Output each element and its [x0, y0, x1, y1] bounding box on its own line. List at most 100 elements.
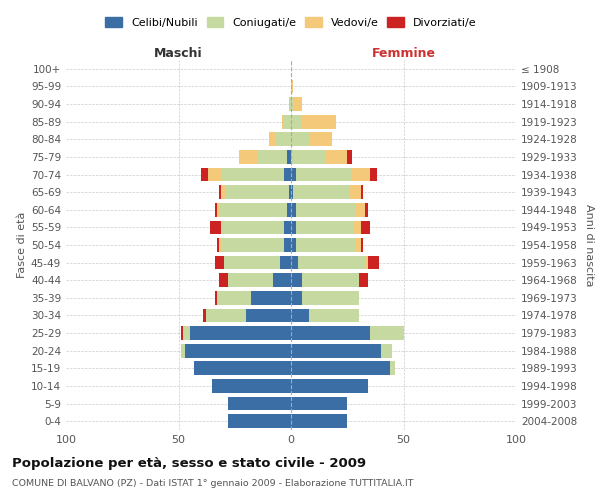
Bar — [302, 274, 359, 287]
Bar — [293, 186, 349, 199]
Bar — [291, 396, 347, 410]
Bar — [370, 326, 404, 340]
Bar — [291, 308, 309, 322]
Bar — [210, 220, 221, 234]
Bar — [296, 220, 354, 234]
Bar — [381, 344, 392, 358]
Bar — [217, 203, 219, 216]
Bar — [365, 203, 367, 216]
Text: Maschi: Maschi — [154, 47, 203, 60]
Bar — [181, 326, 183, 340]
Bar — [291, 150, 325, 164]
Y-axis label: Anni di nascita: Anni di nascita — [584, 204, 594, 286]
Bar — [352, 168, 370, 181]
Bar — [302, 115, 336, 128]
Bar — [291, 115, 302, 128]
Bar — [291, 256, 298, 270]
Bar — [273, 274, 291, 287]
Bar — [291, 326, 370, 340]
Bar — [291, 132, 309, 146]
Bar — [282, 115, 284, 128]
Bar — [221, 186, 226, 199]
Bar — [296, 203, 356, 216]
Bar — [221, 168, 284, 181]
Bar — [347, 150, 352, 164]
Bar — [217, 238, 219, 252]
Bar — [356, 203, 365, 216]
Bar — [361, 186, 363, 199]
Bar — [309, 308, 359, 322]
Bar — [284, 238, 291, 252]
Bar — [203, 308, 205, 322]
Text: Popolazione per età, sesso e stato civile - 2009: Popolazione per età, sesso e stato civil… — [12, 458, 366, 470]
Bar — [228, 396, 291, 410]
Bar — [367, 256, 379, 270]
Bar — [219, 238, 221, 252]
Bar — [361, 220, 370, 234]
Bar — [201, 168, 208, 181]
Bar — [221, 238, 284, 252]
Bar — [359, 274, 367, 287]
Bar — [287, 150, 291, 164]
Bar — [289, 97, 291, 111]
Bar — [291, 168, 296, 181]
Bar — [181, 344, 185, 358]
Bar — [215, 203, 217, 216]
Bar — [291, 186, 293, 199]
Bar — [257, 150, 287, 164]
Y-axis label: Fasce di età: Fasce di età — [17, 212, 27, 278]
Bar — [190, 326, 291, 340]
Bar — [212, 379, 291, 393]
Bar — [365, 256, 367, 270]
Bar — [280, 256, 291, 270]
Bar — [275, 132, 291, 146]
Bar — [228, 414, 291, 428]
Bar — [291, 344, 381, 358]
Bar — [291, 379, 367, 393]
Bar — [361, 238, 363, 252]
Bar — [208, 168, 221, 181]
Bar — [284, 115, 291, 128]
Bar — [298, 256, 365, 270]
Bar — [246, 308, 291, 322]
Bar — [291, 238, 296, 252]
Bar — [221, 220, 284, 234]
Bar — [356, 238, 361, 252]
Bar — [284, 220, 291, 234]
Bar — [239, 150, 257, 164]
Bar — [296, 238, 356, 252]
Bar — [219, 186, 221, 199]
Bar — [287, 203, 291, 216]
Bar — [185, 344, 291, 358]
Bar — [215, 291, 217, 304]
Bar — [296, 168, 352, 181]
Bar — [291, 97, 293, 111]
Bar — [284, 168, 291, 181]
Text: COMUNE DI BALVANO (PZ) - Dati ISTAT 1° gennaio 2009 - Elaborazione TUTTITALIA.IT: COMUNE DI BALVANO (PZ) - Dati ISTAT 1° g… — [12, 479, 413, 488]
Bar — [354, 220, 361, 234]
Legend: Celibi/Nubili, Coniugati/e, Vedovi/e, Divorziati/e: Celibi/Nubili, Coniugati/e, Vedovi/e, Di… — [102, 14, 480, 31]
Bar — [370, 168, 377, 181]
Bar — [291, 291, 302, 304]
Bar — [325, 150, 347, 164]
Bar — [251, 291, 291, 304]
Bar — [291, 220, 296, 234]
Bar — [205, 308, 246, 322]
Bar — [183, 326, 190, 340]
Bar — [289, 186, 291, 199]
Bar — [390, 362, 395, 375]
Bar — [302, 291, 359, 304]
Bar — [309, 132, 331, 146]
Bar — [215, 256, 223, 270]
Bar — [291, 414, 347, 428]
Bar — [291, 80, 293, 94]
Bar — [293, 97, 302, 111]
Text: Femmine: Femmine — [371, 47, 436, 60]
Bar — [349, 186, 361, 199]
Bar — [226, 186, 289, 199]
Bar — [291, 274, 302, 287]
Bar — [223, 256, 280, 270]
Bar — [291, 362, 390, 375]
Bar — [228, 274, 273, 287]
Bar — [217, 291, 251, 304]
